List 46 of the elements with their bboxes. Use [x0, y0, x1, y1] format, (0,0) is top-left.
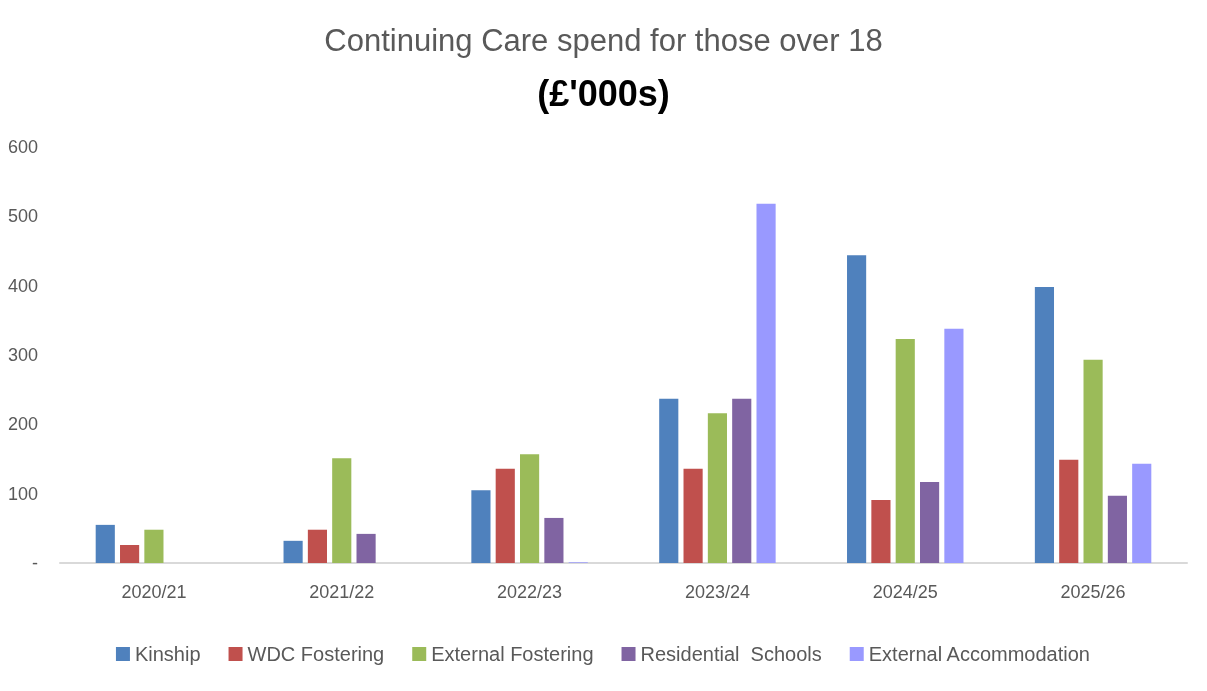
bar [847, 255, 867, 563]
bar [520, 454, 540, 563]
bar [683, 468, 703, 563]
legend-label: External Accommodation [868, 643, 1090, 665]
bar [1132, 463, 1152, 563]
bar [871, 499, 891, 563]
bar [659, 398, 679, 563]
bar [732, 398, 752, 563]
bar [495, 468, 515, 563]
x-tick-label: 2025/26 [1060, 582, 1126, 602]
x-tick-label: 2024/25 [872, 582, 938, 602]
x-tick-label: 2022/23 [497, 582, 563, 602]
y-tick-label: 100 [7, 483, 38, 504]
bar [332, 458, 352, 563]
y-tick-label: 600 [7, 137, 38, 157]
bar [356, 533, 376, 563]
bar [120, 544, 140, 563]
legend-label: WDC Fostering [247, 643, 385, 665]
chart-subtitle: (£'000s) [537, 72, 670, 114]
bar [1107, 495, 1127, 563]
bar [1083, 359, 1103, 563]
bar [895, 339, 915, 563]
bar [283, 540, 303, 563]
chart-title: Continuing Care spend for those over 18 [324, 23, 883, 58]
x-tick-label: 2023/24 [684, 582, 750, 602]
bar [95, 524, 115, 563]
bar [471, 490, 491, 563]
bar [944, 328, 964, 563]
bar [756, 203, 776, 563]
y-tick-label: 400 [7, 275, 38, 296]
legend-label: External Fostering [431, 643, 594, 665]
x-tick-label: 2020/21 [121, 582, 187, 602]
bar [1059, 459, 1079, 563]
bar [1034, 287, 1055, 563]
x-tick-label: 2021/22 [309, 582, 375, 602]
y-tick-label: - [32, 553, 38, 573]
bar [544, 517, 564, 563]
legend-label: Residential Schools [640, 643, 822, 665]
legend-label: Kinship [134, 643, 201, 665]
bar [307, 529, 327, 563]
y-tick-label: 500 [7, 206, 38, 227]
bar [920, 481, 940, 563]
y-tick-label: 200 [7, 414, 38, 435]
y-tick-label: 300 [7, 345, 38, 365]
bar [707, 413, 727, 563]
bar [144, 529, 164, 563]
